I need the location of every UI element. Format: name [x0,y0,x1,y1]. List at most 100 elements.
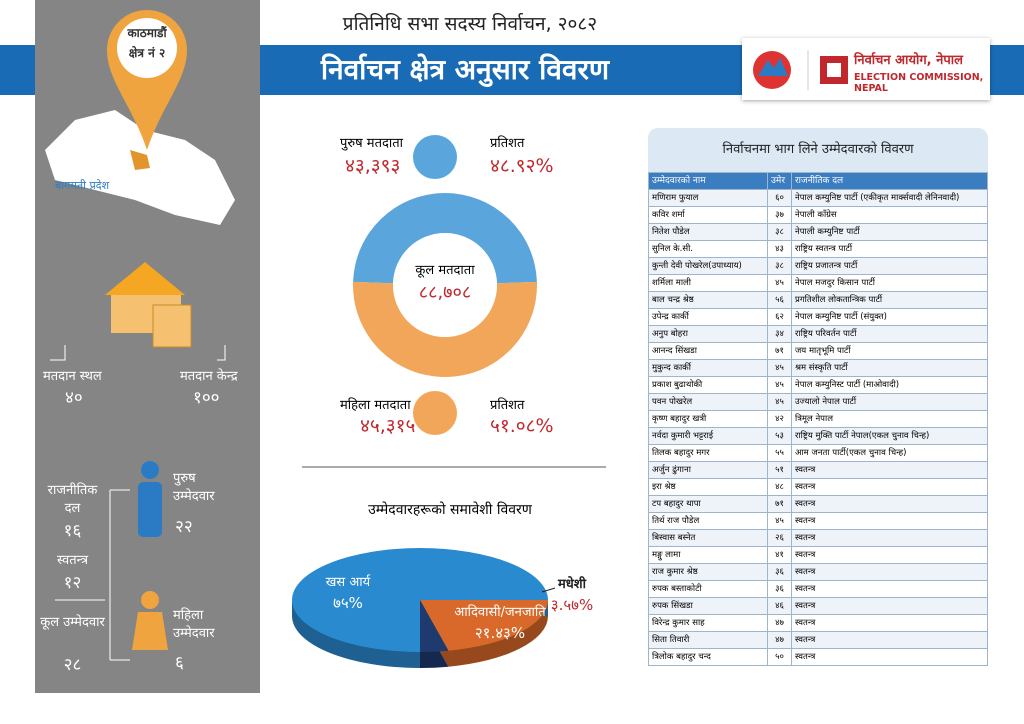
male-count: २२ [175,517,193,537]
cell: ३४ [767,325,792,343]
table-row: प्रकाश बुढाथोकी ४५ नेपाल कम्युनिस्ट पार्टी… [648,376,988,394]
pin-center [117,18,177,78]
logo-box: निर्वाचन आयोग, नेपाल ELECTION COMMISSION… [742,38,990,100]
slice-label: खस आर्य [326,574,371,590]
cell: ४७ [767,631,792,649]
kathmandu-spot [130,150,150,170]
table-row: रुपक सिंखडा ४६ स्वतन्त्र [648,597,988,615]
cell: स्वतन्त्र [791,597,988,615]
cell: सुनिल के.सी. [648,240,768,258]
cell: ४८ [767,478,792,496]
male-voter-label: पुरुष मतदाता [340,136,404,151]
cell: स्वतन्त्र [791,614,988,632]
table-row: कविर शर्मा ३७ नेपाली काँग्रेस [648,206,988,224]
cell: अर्जुन ढुंगाना [648,461,768,479]
table-row: राज कुमार श्रेष्ठ ३६ स्वतन्त्र [648,563,988,581]
bracket [109,489,130,661]
cell: ४३ [767,240,792,258]
cell: स्वतन्त्र [791,631,988,649]
cell: नेपाल कम्युनिष्ट पार्टी (संयुक्त) [791,308,988,326]
table-row: टप बहादुर थापा ७१ स्वतन्त्र [648,495,988,513]
party: १६ [63,521,82,541]
table-row: मुकुन्द कार्की ४५ श्रम संस्कृति पार्टी [648,359,988,377]
table-row: नर्वदा कुमारी भट्टराई ५३ राष्ट्रिय मुक्ति … [648,427,988,445]
ec-icon-box [827,63,841,77]
cell: इरा श्रेष्ठ [648,478,768,496]
table-row: आनन्द सिंखडा ७१ जय मातृभूमि पार्टी [648,342,988,360]
total: २८ [63,655,82,675]
slice-value: २१.४३% [475,624,525,642]
cell: ४६ [767,597,792,615]
house-arrows [50,345,226,361]
independent: १२ [63,573,82,593]
table-row: नितेश पौडेल ३८ नेपाली कम्युनिष्ट पार्टी [648,223,988,241]
leader-line [541,587,556,593]
cell: स्वतन्त्र [791,512,988,530]
female-voter-label: महिला मतदाता [340,398,411,413]
cell: नेपाल मजदुर किसान पार्टी [791,274,988,292]
cell: ३८ [767,223,792,241]
male-voter-count: ४३,३९३ [345,155,401,177]
table-row: बिस्वास बस्नेत २६ स्वतन्त्र [648,529,988,547]
table-row: तिर्थ राज पौडेल ४५ स्वतन्त्र [648,512,988,530]
middle-graphics: खस आर्य ७५% आदिवासी/जनजाति २१.४३% मधेशी ३.५७% [292,135,606,668]
male-percent: ४८.९२% [490,155,554,177]
male-percent-label: प्रतिशत [490,136,525,151]
table-row: विरेन्द्र कुमार साह ४७ स्वतन्त्र [648,614,988,632]
cell: ३७ [767,206,792,224]
cell: उज्यालो नेपाल पार्टी [791,393,988,411]
cell: राष्ट्रिय प्रजातन्त्र पार्टी [791,257,988,275]
title: निर्वाचन क्षेत्र अनुसार विवरण [320,53,610,86]
table: उम्मेदवारको नाम उमेर राजनीतिक दल मणिराम फुय… [648,172,988,666]
cell: नेपाल कम्युनिष्ट पार्टी (एकीकृत मार्क्सव… [791,189,988,207]
table-row: इरा श्रेष्ठ ४८ स्वतन्त्र [648,478,988,496]
table-row: तिलक बहादुर मगर ५५ आम जनता पार्टी(एकल चुना… [648,444,988,462]
female-head [141,591,159,609]
male-head [141,461,159,479]
cell: उपेन्द्र कार्की [648,308,768,326]
cell: अनुप बोहरा [648,325,768,343]
cell: श्रम संस्कृति पार्टी [791,359,988,377]
table-row: त्रिलोक बहादुर चन्द ५० स्वतन्त्र [648,648,988,666]
cell: तिर्थ राज पौडेल [648,512,768,530]
cell: ५० [767,648,792,666]
donut-segment [353,192,537,284]
female-voter-icon [413,391,457,435]
cell: ४५ [767,274,792,292]
logo-np: निर्वाचन आयोग, नेपाल [854,53,963,68]
constituency-name: काठमाडौं [127,26,167,40]
cell: ७१ [767,342,792,360]
independent-label: स्वतन्त्र [56,553,89,568]
table-row: मणिराम फुयाल ६० नेपाल कम्युनिष्ट पार्टी (ए… [648,189,988,207]
cell: त्रिमूल नेपाल [791,410,988,428]
header-row: उम्मेदवारको नाम उमेर राजनीतिक दल [648,172,988,190]
cell: राष्ट्रिय स्वतन्त्र पार्टी [791,240,988,258]
pie-slice [420,600,449,652]
province: बागमती प्रदेश [55,179,110,192]
cell: ६२ [767,308,792,326]
cell: प्रकाश बुढाथोकी [648,376,768,394]
cell: राष्ट्रिय मुक्ति पार्टी नेपाल(एकल चुनाव … [791,427,988,445]
cell: मुकुन्द कार्की [648,359,768,377]
cell: २६ [767,529,792,547]
slice-label: मधेशी [557,576,587,592]
cell: राज कुमार श्रेष्ठ [648,563,768,581]
slice-value: ३.५७% [551,596,593,614]
table-row: सिता तिवारी ४७ स्वतन्त्र [648,631,988,649]
cell: ४१ [767,546,792,564]
cell: स्वतन्त्र [791,648,988,666]
logo-icons [753,50,848,90]
table-title: निर्वाचनमा भाग लिने उम्मेदवारको विवरण [648,128,988,172]
cell: त्रिलोक बहादुर चन्द [648,648,768,666]
cell: स्वतन्त्र [791,546,988,564]
cell: ४२ [767,410,792,428]
donut-hole [393,233,497,337]
table-row: अनुप बोहरा ३४ राष्ट्रिय परिवर्तन पार्टी [648,325,988,343]
subtitle: प्रतिनिधि सभा सदस्य निर्वाचन, २०८२ [342,13,598,35]
column-header: उमेर [767,172,792,190]
female-percent: ५१.०८% [490,415,554,437]
male-label: पुरुष उम्मेदवार [173,471,215,504]
cell: कुन्ती देवी पोखरेल(उपाध्याय) [648,257,768,275]
cell: नेपाली कम्युनिष्ट पार्टी [791,223,988,241]
